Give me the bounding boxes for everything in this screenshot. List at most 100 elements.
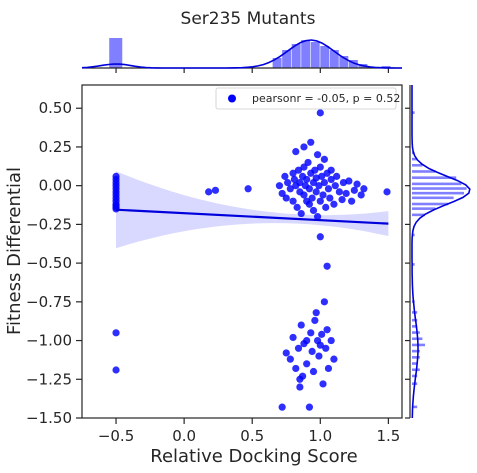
right-hist-bar (412, 176, 457, 179)
x-tick-label: 1.0 (308, 427, 332, 445)
x-tick-label: −0.5 (98, 427, 134, 445)
scatter-point (303, 360, 311, 368)
scatter-point (284, 178, 292, 187)
scatter-point (313, 213, 322, 221)
scatter-point (316, 109, 324, 117)
scatter-point (345, 177, 353, 185)
scatter-point (294, 166, 303, 174)
scatter-point (281, 172, 289, 180)
scatter-point (326, 194, 334, 202)
scatter-point (323, 326, 331, 334)
scatter-point (348, 197, 356, 205)
scatter-point (320, 178, 328, 187)
scatter-point (244, 185, 252, 193)
scatter-point (304, 158, 312, 167)
y-tick-label: −1.25 (26, 370, 72, 388)
scatter-point (323, 262, 331, 270)
top-hist-bar (381, 66, 391, 68)
scatter-point (319, 380, 327, 388)
y-tick-label: 0.50 (39, 99, 72, 117)
plot-frame (81, 84, 403, 419)
right-histogram (405, 85, 471, 419)
scatter-point (313, 151, 322, 159)
top-kde-curve (81, 39, 402, 69)
regression-ci-band (116, 171, 389, 249)
right-hist-bar (412, 207, 436, 210)
right-hist-bar (412, 182, 462, 186)
scatter-point (331, 182, 339, 190)
scatter-point (353, 180, 361, 188)
scatter-point (300, 163, 308, 171)
scatter-point (319, 191, 327, 199)
scatter-point (322, 344, 330, 352)
scatter-point (322, 203, 330, 211)
right-hist-bar (412, 202, 449, 206)
scatter-point (292, 364, 300, 373)
scatter-point (307, 329, 315, 337)
scatter-point (294, 344, 303, 352)
legend-box (215, 87, 397, 110)
scatter-point (360, 185, 368, 193)
scatter-point (383, 188, 391, 196)
top-hist-bar (109, 38, 123, 68)
scatter-point (324, 364, 333, 373)
scatter-point (330, 355, 338, 363)
x-tick-label: 0.0 (172, 427, 196, 445)
scatter-point (316, 163, 324, 171)
scatter-point (292, 148, 300, 156)
scatter-point (305, 403, 314, 411)
right-hist-bar (412, 374, 418, 378)
scatter-point (357, 191, 365, 199)
scatter-point (211, 186, 220, 194)
right-hist-bar (412, 405, 418, 409)
scatter-point (293, 203, 301, 211)
scatter-point (318, 330, 326, 338)
scatter-point (312, 188, 320, 196)
scatter-point (315, 182, 323, 190)
scatter-point (289, 197, 297, 205)
scatter-point (112, 366, 120, 374)
y-tick-label: −1.50 (26, 409, 72, 427)
scatter-point (327, 336, 335, 345)
right-hist-bar (412, 362, 418, 365)
scatter-point (296, 383, 304, 391)
scatter-point (312, 309, 320, 317)
y-tick-label: 0.25 (39, 138, 72, 156)
right-hist-bar (412, 349, 420, 353)
scatter-point (300, 143, 308, 151)
scatter-point (205, 188, 213, 196)
scatter-point (289, 169, 297, 177)
scatter-point (300, 191, 308, 199)
scatter-point (350, 186, 358, 194)
scatter-point (312, 174, 320, 182)
y-tick-label: −0.50 (26, 254, 72, 272)
y-axis: 0.50 0.25 0.00 −0.25 −0.50 −0.75 −1.00 −1.25 −1.… (26, 99, 82, 427)
scatter-point (296, 178, 304, 187)
right-hist-bar (412, 318, 418, 322)
scatter-point (316, 341, 324, 349)
scatter-point (278, 189, 286, 198)
scatter-point (308, 347, 316, 355)
scatter-point (303, 175, 311, 184)
x-tick-label: 0.5 (240, 427, 264, 445)
y-tick-label: 0.00 (39, 177, 72, 195)
scatter-point (282, 194, 290, 202)
y-axis-label: Fitness Differential (4, 167, 25, 335)
right-hist-bar (412, 111, 415, 114)
scatter-point (309, 367, 318, 376)
scatter-point (278, 403, 286, 411)
right-hist-bar (412, 325, 418, 328)
legend-marker (228, 94, 236, 103)
right-hist-bar (412, 331, 420, 334)
scatter-point (315, 352, 323, 360)
regression-line (115, 208, 389, 225)
top-hist-bar (291, 44, 301, 68)
top-hist-bar (329, 50, 339, 68)
top-hist-bar (348, 60, 358, 68)
scatter-point (308, 194, 316, 202)
scatter-points (112, 109, 391, 411)
scatter-point (290, 175, 299, 184)
scatter-point (333, 172, 341, 180)
scatter-point (338, 196, 346, 204)
y-tick-label: −1.00 (26, 332, 72, 350)
